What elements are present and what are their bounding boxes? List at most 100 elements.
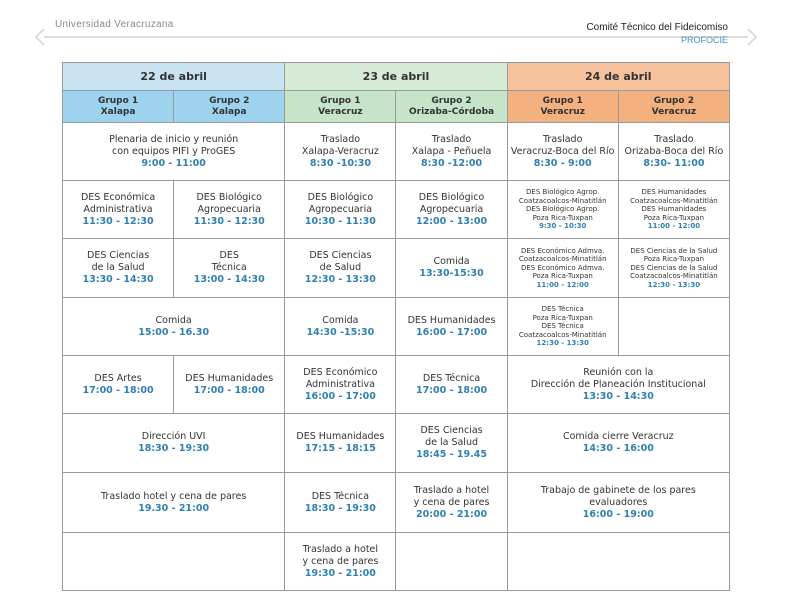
activity-text: DES Humanidades <box>641 205 707 214</box>
activity-text: y cena de pares <box>413 496 490 508</box>
group-name: Grupo 2 <box>431 95 472 106</box>
schedule-cell: DES Humanidades 16:00 - 17:00 <box>395 297 508 356</box>
schedule-cell: Comida 14:30 -15:30 <box>284 297 397 356</box>
activity-text: Xalapa-Veracruz <box>301 145 379 157</box>
day-label: 22 de abril <box>140 69 207 83</box>
activity-time: 15:00 - 16.30 <box>138 326 210 338</box>
activity-text: con equipos PIFI y ProGES <box>111 145 236 157</box>
activity-time: 18:30 - 19:30 <box>138 443 210 454</box>
activity-text: Comida <box>322 314 359 326</box>
activity-text: DES Humanidades <box>185 372 274 384</box>
activity-text: Traslado <box>654 133 694 145</box>
schedule-cell: Traslado a hotel y cena de pares 19:30 - 2… <box>284 532 397 591</box>
schedule-cell: Traslado Xalapa-Veracruz 8:30 -10:30 <box>284 122 397 181</box>
schedule-cell: DES Ciencias de la Salud Poza Rica-Tuxpan… <box>617 238 731 298</box>
group-header: Grupo 2 Orizaba-Córdoba <box>395 90 508 123</box>
schedule-row: DES Artes 17:00 - 18:00 DES Humanidades 17:… <box>61 355 731 414</box>
activity-text: Administrativa <box>83 203 153 215</box>
empty-cell <box>506 532 731 591</box>
activity-text: DES Económico Admva. <box>520 263 605 272</box>
activity-time: 14:30 -15:30 <box>306 326 375 338</box>
activity-text: evaluadores <box>589 496 648 508</box>
activity-time: 19:30 - 21:00 <box>304 567 376 579</box>
activity-time: 17:15 - 18:15 <box>304 443 376 454</box>
activity-text: Comida <box>155 314 192 326</box>
activity-text: DES Humanidades <box>641 188 707 197</box>
activity-text: DES Biológico <box>307 191 374 203</box>
activity-text: Técnica <box>211 262 247 273</box>
committee: Comité Técnico del Fideicomiso <box>586 22 728 33</box>
day-header-row: 22 de abril 23 de abril 24 de abril <box>61 62 731 91</box>
activity-time: 13:00 - 14:30 <box>193 274 265 285</box>
activity-time: 17:00 - 18:00 <box>416 384 488 396</box>
activity-time: 20:00 - 21:00 <box>416 508 488 520</box>
schedule-row: Plenaria de inicio y reunión con equipos … <box>61 122 731 181</box>
activity-time: 16:00 - 17:00 <box>416 326 488 338</box>
schedule-row: Traslado a hotel y cena de pares 19:30 - 2… <box>61 532 731 591</box>
activity-text: DES Biológico Agrop. <box>526 188 600 197</box>
schedule-cell: Comida cierre Veracruz 14:30 - 16:00 <box>506 413 731 473</box>
activity-time: 11:30 - 12:30 <box>82 215 154 227</box>
schedule-cell: DES Técnica Poza Rica-Tuxpan DES Técnica Co… <box>506 297 619 356</box>
activity-time: 12:30 - 13:30 <box>647 280 701 289</box>
activity-text: Agropecuaria <box>419 203 484 215</box>
activity-time: 16:00 - 19:00 <box>582 508 654 520</box>
activity-text: Coatzacoalcos-Minatitlán <box>630 272 718 281</box>
activity-time: 12:00 - 13:00 <box>416 215 488 227</box>
activity-text: Poza Rica-Tuxpan <box>643 213 705 222</box>
schedule-cell: Reunión con la Dirección de Planeación In… <box>506 355 731 414</box>
group-place: Xalapa <box>100 106 136 117</box>
activity-text: Agropecuaria <box>197 203 261 215</box>
group-place: Xalapa <box>211 106 247 117</box>
schedule-cell: Comida 15:00 - 16.30 <box>61 297 286 356</box>
schedule-cell: DES Técnica 17:00 - 18:00 <box>395 355 508 414</box>
schedule-cell: DES Artes 17:00 - 18:00 <box>61 355 175 414</box>
activity-time: 8:30 -10:30 <box>309 157 371 169</box>
schedule-cell: DES Técnica 13:00 - 14:30 <box>173 238 286 298</box>
group-header: Grupo 1 Veracruz <box>506 90 619 123</box>
schedule-cell: Dirección UVI 18:30 - 19:30 <box>61 413 286 473</box>
group-place: Veracruz <box>318 106 363 117</box>
empty-cell <box>617 297 731 356</box>
activity-text: DES Económico <box>303 366 378 378</box>
group-place: Veracruz <box>540 106 585 117</box>
activity-time: 13:30 - 14:30 <box>582 390 654 402</box>
group-name: Grupo 2 <box>209 95 250 106</box>
activity-text: Poza Rica-Tuxpan <box>532 272 593 281</box>
activity-text: Comida <box>433 256 470 267</box>
activity-time: 17:00 - 18:00 <box>193 384 265 396</box>
activity-text: DES Biológico Agrop. <box>526 205 600 214</box>
schedule-cell: Traslado a hotel y cena de pares 20:00 - 2… <box>395 472 508 533</box>
group-header: Grupo 1 Veracruz <box>284 90 397 123</box>
activity-text: DES Artes <box>94 372 142 384</box>
group-header: Grupo 1 Xalapa <box>61 90 175 123</box>
schedule-table: 22 de abril 23 de abril 24 de abril Grupo 1… <box>61 62 731 591</box>
empty-cell <box>395 532 508 591</box>
activity-text: Dirección de Planeación Institucional <box>530 378 706 390</box>
schedule-cell: DES Biológico Agropecuaria 10:30 - 11:30 <box>284 180 397 239</box>
activity-text: Coatzacoalcos-Minatitlán <box>630 196 718 205</box>
schedule-cell: DES Ciencias de Salud 12:30 - 13:30 <box>284 238 397 298</box>
schedule-cell: DES Técnica 18:30 - 19:30 <box>284 472 397 533</box>
schedule-cell: DES Humanidades 17:15 - 18:15 <box>284 413 397 473</box>
activity-text: DES Ciencias <box>87 250 150 261</box>
schedule-cell: DES Biológico Agrop. Coatzacoalcos-Minati… <box>506 180 619 239</box>
group-header-row: Grupo 1 Xalapa Grupo 2 Xalapa Grupo 1 Veracru… <box>61 90 731 123</box>
schedule-cell: DES Biológico Agropecuaria 11:30 - 12:30 <box>173 180 286 239</box>
group-header: Grupo 2 Xalapa <box>173 90 286 123</box>
activity-text: DES Económica <box>80 191 156 203</box>
program: PROFOCIE <box>680 35 728 45</box>
activity-time: 11:00 - 12:00 <box>647 222 701 231</box>
schedule-cell: DES Ciencias de la Salud 13:30 - 14:30 <box>61 238 175 298</box>
activity-text: DES Técnica <box>422 372 481 384</box>
activity-time: 13:30-15:30 <box>419 268 484 279</box>
activity-text: Traslado <box>431 133 472 145</box>
schedule-cell: DES Humanidades 17:00 - 18:00 <box>173 355 286 414</box>
activity-time: 12:30 - 13:30 <box>304 274 376 285</box>
activity-text: Orizaba-Boca del Río <box>624 145 724 157</box>
university: Universidad Veracruzana <box>55 19 174 30</box>
activity-text: Coatzacoalcos-Minatitlán <box>518 330 607 339</box>
activity-text: DES Económico Admva. <box>520 246 605 255</box>
activity-time: 8:30- 11:00 <box>643 157 705 169</box>
activity-time: 11:00 - 12:00 <box>536 280 589 289</box>
